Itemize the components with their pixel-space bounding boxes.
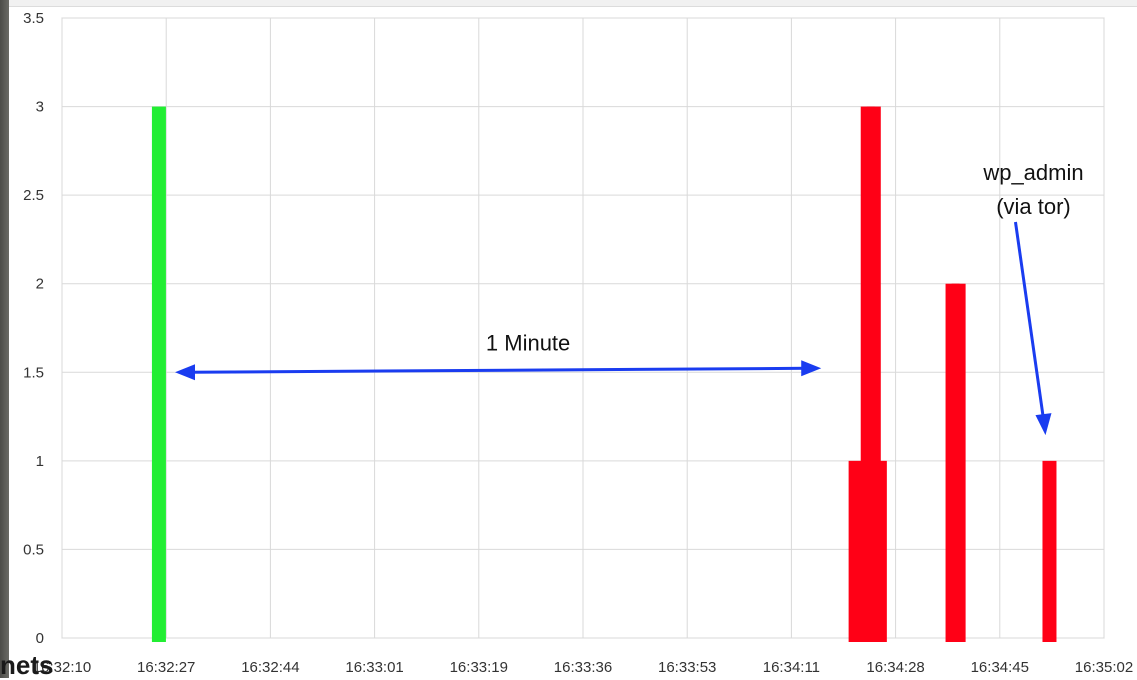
callout-arrow-line [1013,221,1045,420]
axis-labels: 16:32:10 16:32:27 16:32:44 16:33:01 16:33:19… [23,10,1133,676]
x-tick-label: 16:33:36 [554,659,612,676]
red-bar [848,460,863,642]
y-tick-label: 2.5 [23,187,44,204]
callout-label-line-2: (via tor) [996,194,1071,219]
y-tick-label: 1.5 [23,364,44,381]
x-tick-label: 16:34:28 [866,659,924,676]
x-tick-label: 16:32:27 [137,659,195,676]
y-tick-label: 3 [36,99,44,116]
red-bar [1042,460,1057,642]
span-arrow-line [188,366,808,374]
green-bar [151,106,166,643]
x-tick-label: 16:33:53 [658,659,716,676]
grid [61,17,1105,639]
span-arrow-head-right [801,360,822,377]
y-tick-label: 2 [36,276,44,293]
callout-arrow-head [1035,413,1052,436]
x-tick-label: 16:32:44 [241,659,299,676]
span-label: 1 Minute [486,330,570,355]
background-window-top [9,0,1137,7]
y-tick-label: 3.5 [23,10,44,27]
callout-label-line-1: wp_admin [982,160,1083,185]
x-tick-label: 16:34:45 [971,659,1029,676]
y-tick-label: 1 [36,453,44,470]
background-text-fragment: nets [0,650,54,680]
y-tick-label: 0 [36,630,44,647]
bars [151,106,1057,643]
annotations: 1 Minute wp_admin (via tor) [174,160,1084,436]
y-tick-label: 0.5 [23,541,44,558]
red-bar [951,283,966,642]
x-tick-label: 16:32:10 [33,659,91,676]
x-tick-label: 16:34:11 [763,659,820,676]
background-window-edge [0,0,9,678]
red-bar [872,460,887,642]
x-tick-label: 16:35:02 [1075,659,1133,676]
span-arrow-head-left [174,364,195,381]
x-tick-label: 16:33:01 [345,659,403,676]
x-tick-label: 16:33:19 [450,659,508,676]
